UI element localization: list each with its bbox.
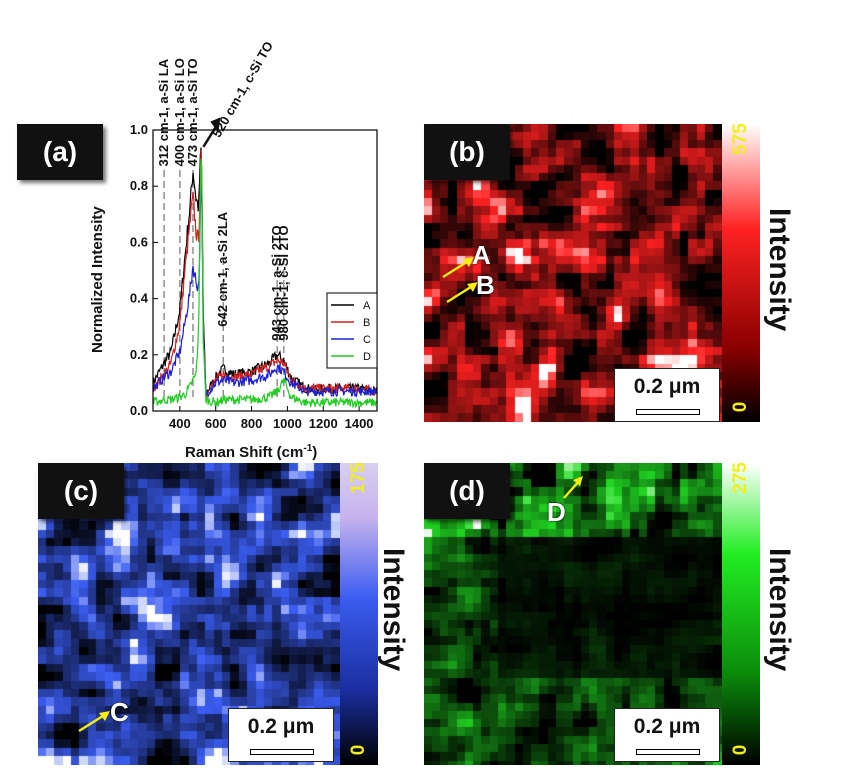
y-tick-label-0: 0.0 <box>130 403 148 418</box>
x-tick-label-0: 400 <box>169 416 191 431</box>
colorbar-c-max: 175 <box>348 462 369 494</box>
y-tick-label-3: 0.6 <box>130 234 148 249</box>
point-label-c: C <box>110 697 129 727</box>
x-tick-label-1: 600 <box>205 416 227 431</box>
colorbar-c: 175 0 <box>340 462 378 765</box>
panel-b-label: (b) <box>424 124 510 180</box>
panel-a-label: (a) <box>17 124 103 180</box>
x-axis-label: Raman Shift (cm-1) <box>185 443 317 461</box>
colorbar-b-min: 0 <box>730 401 751 413</box>
point-label-d: D <box>547 497 566 527</box>
scalebar-b-label: 0.2 μm <box>633 375 701 398</box>
scalebar-b: 0.2 μm <box>614 368 720 422</box>
colorbar-d-max: 275 <box>730 462 751 494</box>
scalebar-c-label: 0.2 μm <box>247 715 315 738</box>
panel-c-label: (c) <box>38 463 124 519</box>
series-line-A <box>152 147 378 396</box>
arrow-icon-b <box>446 282 478 304</box>
x-tick-label-5: 1400 <box>345 416 374 431</box>
y-tick-label-2: 0.4 <box>130 291 149 306</box>
arrow-icon-d <box>563 476 583 499</box>
colorbar-b: 575 0 <box>722 123 760 422</box>
scalebar-c-bar <box>250 749 314 755</box>
peak-arrowhead-icon <box>210 117 221 133</box>
x-tick-label-3: 1000 <box>273 416 302 431</box>
point-label-b: B <box>476 270 495 300</box>
scalebar-b-bar <box>636 409 700 415</box>
annotation-label-6: 980 cm-1, c-Si 2TO <box>276 225 291 340</box>
colorbar-b-title: Intensity <box>763 208 796 332</box>
legend-label-A: A <box>363 300 371 312</box>
legend-label-C: C <box>363 334 371 346</box>
colorbar-b-max: 575 <box>730 123 751 155</box>
panel-d-label: (d) <box>424 463 510 519</box>
arrow-icon-a <box>442 257 474 279</box>
colorbar-d: 275 0 <box>722 462 760 765</box>
annotation-label-1: 400 cm-1, a-Si LO <box>172 58 187 166</box>
y-tick-label-1: 0.2 <box>130 347 148 362</box>
x-tick-label-2: 800 <box>241 416 263 431</box>
colorbar-c-min: 0 <box>348 744 369 756</box>
x-tick-label-4: 1200 <box>309 416 338 431</box>
y-axis-label: Normalized Intensity <box>89 206 106 353</box>
series-line-D <box>152 158 377 409</box>
arrow-icon-c <box>78 711 110 733</box>
colorbar-d-title: Intensity <box>763 548 796 672</box>
scalebar-c: 0.2 μm <box>228 708 334 762</box>
scalebar-d: 0.2 μm <box>614 708 720 762</box>
annotation-label-5: 943 cm-1, a-Si 2TO <box>269 225 284 340</box>
annotation-label-2: 473 cm-1, a-Si TO <box>185 58 200 166</box>
legend-label-D: D <box>363 351 371 363</box>
legend-label-B: B <box>363 317 370 329</box>
annotation-label-0: 312 cm-1, a-Si LA <box>156 58 171 166</box>
point-label-a: A <box>472 240 491 270</box>
annotation-label-4: 642 cm-1, a-Si 2LA <box>215 211 230 326</box>
scalebar-d-label: 0.2 μm <box>633 715 701 738</box>
scalebar-d-bar <box>636 749 700 755</box>
colorbar-c-title: Intensity <box>377 548 410 672</box>
series-line-C <box>152 184 378 399</box>
colorbar-d-min: 0 <box>730 744 751 756</box>
y-tick-label-4: 0.8 <box>130 178 148 193</box>
y-tick-label-5: 1.0 <box>130 122 148 137</box>
plot-frame <box>152 129 378 412</box>
